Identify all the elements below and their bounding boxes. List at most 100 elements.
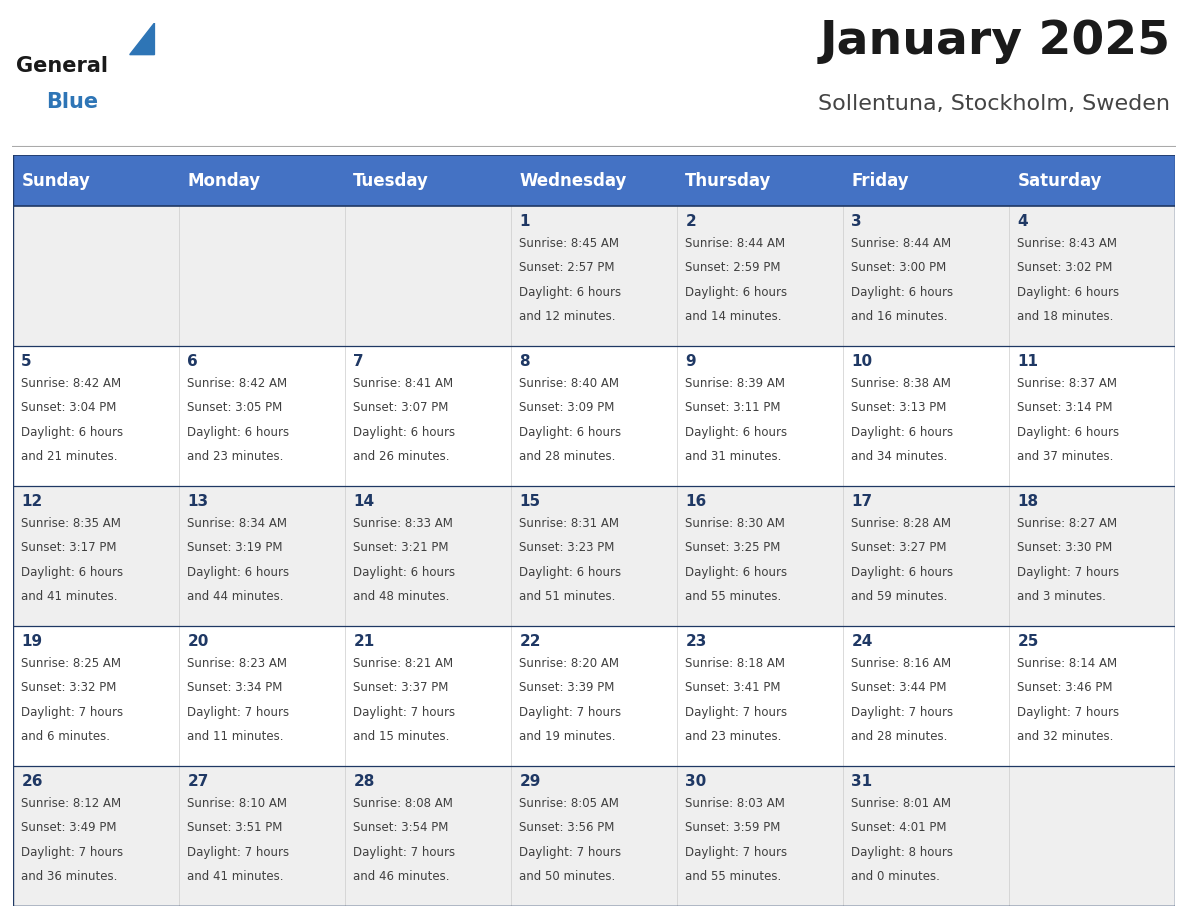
- Text: Sunset: 3:02 PM: Sunset: 3:02 PM: [1017, 262, 1113, 274]
- Text: Sunset: 3:46 PM: Sunset: 3:46 PM: [1017, 681, 1113, 694]
- Text: Daylight: 7 hours: Daylight: 7 hours: [353, 845, 455, 859]
- Text: Daylight: 6 hours: Daylight: 6 hours: [685, 285, 788, 299]
- Text: 13: 13: [188, 495, 208, 509]
- Text: Sunrise: 8:03 AM: Sunrise: 8:03 AM: [685, 797, 785, 810]
- Text: and 16 minutes.: and 16 minutes.: [852, 310, 948, 323]
- Text: Sunrise: 8:44 AM: Sunrise: 8:44 AM: [852, 237, 952, 250]
- Bar: [13, 206, 1175, 346]
- Text: Sunrise: 8:14 AM: Sunrise: 8:14 AM: [1017, 656, 1118, 670]
- Text: Daylight: 7 hours: Daylight: 7 hours: [353, 706, 455, 719]
- Bar: [843, 155, 1009, 206]
- Text: Daylight: 6 hours: Daylight: 6 hours: [1017, 285, 1119, 299]
- Text: Daylight: 7 hours: Daylight: 7 hours: [685, 845, 788, 859]
- Text: Daylight: 6 hours: Daylight: 6 hours: [519, 565, 621, 579]
- Text: Daylight: 6 hours: Daylight: 6 hours: [188, 565, 290, 579]
- Bar: [13, 766, 1175, 906]
- Text: and 51 minutes.: and 51 minutes.: [519, 590, 615, 603]
- Text: and 46 minutes.: and 46 minutes.: [353, 870, 450, 883]
- Text: Sunrise: 8:18 AM: Sunrise: 8:18 AM: [685, 656, 785, 670]
- Text: Sunset: 3:27 PM: Sunset: 3:27 PM: [852, 542, 947, 554]
- Text: Friday: Friday: [852, 172, 909, 189]
- Text: General: General: [15, 56, 108, 76]
- Text: Tuesday: Tuesday: [353, 172, 429, 189]
- Text: Daylight: 7 hours: Daylight: 7 hours: [519, 845, 621, 859]
- Text: Daylight: 7 hours: Daylight: 7 hours: [21, 845, 124, 859]
- Text: 22: 22: [519, 634, 541, 649]
- Text: and 55 minutes.: and 55 minutes.: [685, 870, 782, 883]
- Bar: [345, 155, 511, 206]
- Text: and 26 minutes.: and 26 minutes.: [353, 451, 450, 464]
- Text: and 12 minutes.: and 12 minutes.: [519, 310, 615, 323]
- Text: Sunrise: 8:42 AM: Sunrise: 8:42 AM: [188, 377, 287, 390]
- Text: 31: 31: [852, 775, 872, 789]
- Text: and 28 minutes.: and 28 minutes.: [519, 451, 615, 464]
- Text: Daylight: 6 hours: Daylight: 6 hours: [1017, 426, 1119, 439]
- Text: Sunrise: 8:45 AM: Sunrise: 8:45 AM: [519, 237, 619, 250]
- Text: Sunset: 3:09 PM: Sunset: 3:09 PM: [519, 401, 614, 414]
- Text: 28: 28: [353, 775, 374, 789]
- Text: 7: 7: [353, 354, 364, 369]
- Text: Daylight: 6 hours: Daylight: 6 hours: [353, 565, 455, 579]
- Text: and 11 minutes.: and 11 minutes.: [188, 731, 284, 744]
- Text: Daylight: 7 hours: Daylight: 7 hours: [519, 706, 621, 719]
- Text: Sunset: 3:14 PM: Sunset: 3:14 PM: [1017, 401, 1113, 414]
- Text: Thursday: Thursday: [685, 172, 772, 189]
- Text: Daylight: 7 hours: Daylight: 7 hours: [188, 706, 290, 719]
- Text: and 23 minutes.: and 23 minutes.: [188, 451, 284, 464]
- Text: 21: 21: [353, 634, 374, 649]
- Text: and 44 minutes.: and 44 minutes.: [188, 590, 284, 603]
- Text: Blue: Blue: [46, 92, 99, 112]
- Text: and 21 minutes.: and 21 minutes.: [21, 451, 118, 464]
- Text: Sunrise: 8:34 AM: Sunrise: 8:34 AM: [188, 517, 287, 530]
- Text: 19: 19: [21, 634, 43, 649]
- Text: Daylight: 7 hours: Daylight: 7 hours: [21, 706, 124, 719]
- Text: Sunrise: 8:38 AM: Sunrise: 8:38 AM: [852, 377, 952, 390]
- Text: and 50 minutes.: and 50 minutes.: [519, 870, 615, 883]
- Text: January 2025: January 2025: [820, 19, 1170, 64]
- Text: Sunrise: 8:01 AM: Sunrise: 8:01 AM: [852, 797, 952, 810]
- Text: and 36 minutes.: and 36 minutes.: [21, 870, 118, 883]
- Text: and 32 minutes.: and 32 minutes.: [1017, 731, 1113, 744]
- Text: and 28 minutes.: and 28 minutes.: [852, 731, 948, 744]
- Text: Daylight: 6 hours: Daylight: 6 hours: [519, 426, 621, 439]
- Text: 30: 30: [685, 775, 707, 789]
- Text: 4: 4: [1017, 215, 1028, 230]
- Text: Daylight: 7 hours: Daylight: 7 hours: [852, 706, 954, 719]
- Text: 12: 12: [21, 495, 43, 509]
- Text: and 48 minutes.: and 48 minutes.: [353, 590, 450, 603]
- Text: 16: 16: [685, 495, 707, 509]
- Text: Sunday: Sunday: [21, 172, 90, 189]
- Text: Monday: Monday: [188, 172, 260, 189]
- Text: Sunrise: 8:44 AM: Sunrise: 8:44 AM: [685, 237, 785, 250]
- Text: Daylight: 6 hours: Daylight: 6 hours: [188, 426, 290, 439]
- Text: Daylight: 6 hours: Daylight: 6 hours: [21, 426, 124, 439]
- Text: Daylight: 8 hours: Daylight: 8 hours: [852, 845, 953, 859]
- Text: Sunrise: 8:21 AM: Sunrise: 8:21 AM: [353, 656, 454, 670]
- Text: Sunset: 3:17 PM: Sunset: 3:17 PM: [21, 542, 116, 554]
- Text: Sunset: 3:41 PM: Sunset: 3:41 PM: [685, 681, 781, 694]
- Text: Sunrise: 8:27 AM: Sunrise: 8:27 AM: [1017, 517, 1118, 530]
- Text: Sollentuna, Stockholm, Sweden: Sollentuna, Stockholm, Sweden: [819, 94, 1170, 114]
- Text: and 19 minutes.: and 19 minutes.: [519, 731, 615, 744]
- Text: and 6 minutes.: and 6 minutes.: [21, 731, 110, 744]
- Text: 2: 2: [685, 215, 696, 230]
- Text: and 15 minutes.: and 15 minutes.: [353, 731, 450, 744]
- Text: Sunrise: 8:41 AM: Sunrise: 8:41 AM: [353, 377, 454, 390]
- Text: Sunrise: 8:35 AM: Sunrise: 8:35 AM: [21, 517, 121, 530]
- Text: Sunset: 3:51 PM: Sunset: 3:51 PM: [188, 822, 283, 834]
- Text: and 59 minutes.: and 59 minutes.: [852, 590, 948, 603]
- Text: 29: 29: [519, 775, 541, 789]
- Text: and 41 minutes.: and 41 minutes.: [21, 590, 118, 603]
- Text: Sunset: 3:32 PM: Sunset: 3:32 PM: [21, 681, 116, 694]
- Text: Sunset: 3:23 PM: Sunset: 3:23 PM: [519, 542, 614, 554]
- Text: Sunset: 3:44 PM: Sunset: 3:44 PM: [852, 681, 947, 694]
- Text: Daylight: 6 hours: Daylight: 6 hours: [852, 426, 954, 439]
- Bar: [13, 346, 1175, 486]
- Text: 17: 17: [852, 495, 872, 509]
- Text: Wednesday: Wednesday: [519, 172, 627, 189]
- Text: Sunrise: 8:42 AM: Sunrise: 8:42 AM: [21, 377, 121, 390]
- Text: Sunrise: 8:05 AM: Sunrise: 8:05 AM: [519, 797, 619, 810]
- Text: 5: 5: [21, 354, 32, 369]
- Text: Sunrise: 8:12 AM: Sunrise: 8:12 AM: [21, 797, 121, 810]
- Text: 27: 27: [188, 775, 209, 789]
